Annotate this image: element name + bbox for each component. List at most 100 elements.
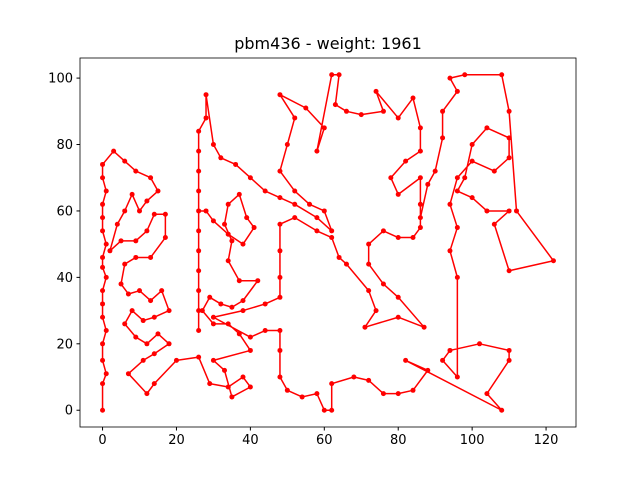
city-point — [133, 334, 139, 340]
city-point — [229, 394, 235, 400]
city-point — [210, 357, 216, 363]
x-tick-label: 100 — [460, 433, 485, 448]
city-point — [133, 168, 139, 174]
city-point — [196, 308, 202, 314]
city-point — [469, 142, 475, 148]
axes-frame — [79, 57, 577, 428]
city-point — [447, 201, 453, 207]
city-point — [196, 128, 202, 134]
city-point — [103, 241, 109, 247]
city-point — [395, 391, 401, 397]
city-point — [351, 374, 357, 380]
city-point — [107, 248, 113, 254]
city-point — [343, 108, 349, 114]
city-point — [425, 367, 431, 373]
city-point — [329, 381, 335, 387]
city-point — [329, 72, 335, 78]
city-point — [100, 175, 106, 181]
city-point — [484, 391, 490, 397]
city-point — [103, 371, 109, 377]
city-point — [506, 155, 512, 161]
city-point — [277, 347, 283, 353]
city-point — [229, 304, 235, 310]
city-point — [277, 374, 283, 380]
city-point — [196, 248, 202, 254]
city-point — [247, 347, 253, 353]
city-point — [484, 208, 490, 214]
city-point — [100, 341, 106, 347]
city-point — [469, 158, 475, 164]
city-point — [440, 108, 446, 114]
city-point — [236, 278, 242, 284]
city-point — [380, 228, 386, 234]
city-point — [144, 228, 150, 234]
city-point — [484, 125, 490, 131]
city-point — [100, 215, 106, 221]
city-point — [262, 328, 268, 334]
city-point — [491, 168, 497, 174]
city-point — [284, 142, 290, 148]
city-point — [454, 374, 460, 380]
city-point — [162, 211, 168, 217]
city-point — [366, 241, 372, 247]
city-point — [336, 72, 342, 78]
city-point — [103, 188, 109, 194]
x-tick-label: 120 — [534, 433, 559, 448]
city-point — [332, 102, 338, 108]
y-tick-label: 60 — [56, 204, 73, 219]
city-point — [125, 371, 131, 377]
city-point — [196, 288, 202, 294]
city-point — [506, 347, 512, 353]
city-point — [432, 168, 438, 174]
city-point — [148, 298, 154, 304]
city-point — [137, 288, 143, 294]
city-point — [454, 88, 460, 94]
city-point — [417, 201, 423, 207]
x-tick-label: 60 — [316, 433, 333, 448]
city-point — [196, 354, 202, 360]
y-tick-label: 0 — [65, 404, 73, 419]
city-point — [196, 148, 202, 154]
city-point — [314, 228, 320, 234]
city-point — [380, 281, 386, 287]
city-point — [462, 175, 468, 181]
city-point — [366, 377, 372, 383]
city-point — [225, 258, 231, 264]
city-point — [210, 314, 216, 320]
y-tick-label: 20 — [56, 337, 73, 352]
city-point — [100, 301, 106, 307]
city-point — [329, 235, 335, 241]
city-point — [240, 298, 246, 304]
city-point — [380, 391, 386, 397]
city-point — [506, 108, 512, 114]
city-point — [196, 228, 202, 234]
city-point — [462, 72, 468, 78]
x-tick-label: 0 — [98, 433, 106, 448]
city-point — [454, 274, 460, 280]
city-point — [292, 201, 298, 207]
city-point — [454, 188, 460, 194]
city-point — [255, 278, 261, 284]
city-point — [292, 115, 298, 121]
city-point — [251, 225, 257, 231]
city-point — [225, 384, 231, 390]
city-point — [499, 407, 505, 413]
city-point — [447, 75, 453, 81]
city-point — [244, 215, 250, 221]
city-point — [151, 211, 157, 217]
city-point — [144, 341, 150, 347]
city-point — [144, 198, 150, 204]
city-point — [159, 288, 165, 294]
city-point — [277, 274, 283, 280]
city-point — [506, 357, 512, 363]
city-point — [417, 215, 423, 221]
city-point — [417, 125, 423, 131]
city-point — [151, 381, 157, 387]
city-point — [122, 208, 128, 214]
city-point — [447, 347, 453, 353]
city-point — [103, 328, 109, 334]
city-point — [314, 148, 320, 154]
city-point — [410, 387, 416, 393]
city-point — [100, 264, 106, 270]
city-point — [425, 181, 431, 187]
